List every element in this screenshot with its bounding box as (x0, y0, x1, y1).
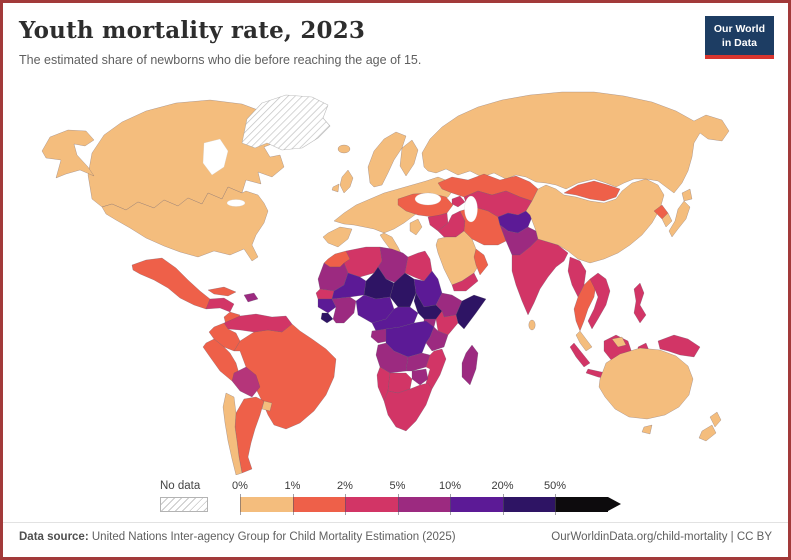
map-region-bolivia[interactable] (231, 366, 261, 398)
map-region-gabon-congo[interactable] (370, 328, 389, 344)
map-region-australia[interactable] (598, 347, 694, 420)
legend-tick-label: 2% (337, 480, 353, 492)
map-region-zimbabwe[interactable] (411, 368, 429, 386)
legend-arrow (608, 497, 621, 511)
map-region-sierra-leone[interactable] (320, 312, 334, 324)
map-region-cuba[interactable] (207, 286, 237, 297)
black-sea (414, 192, 442, 206)
map-region-borneo-malaysia[interactable] (611, 336, 627, 348)
world-choropleth-map (41, 91, 730, 475)
map-region-finland[interactable] (399, 139, 419, 177)
map-region-yemen[interactable] (451, 272, 479, 292)
map-region-mexico[interactable] (131, 257, 211, 310)
map-region-sri-lanka[interactable] (528, 319, 536, 331)
legend-tick-label: 50% (543, 480, 567, 492)
map-region-sumatra[interactable] (569, 342, 591, 368)
page-subtitle: The estimated share of newborns who die … (19, 53, 422, 67)
map-region-ghana-ivory[interactable] (331, 296, 357, 324)
owid-logo-line1: Our World (713, 23, 765, 35)
map-region-greece[interactable] (409, 218, 423, 236)
map-region-algeria[interactable] (343, 246, 383, 278)
legend-tick (502, 494, 504, 515)
map-region-south-africa[interactable] (383, 382, 433, 432)
map-region-chile[interactable] (222, 392, 243, 475)
legend-tick-label: 1% (284, 480, 301, 492)
map-region-united-states[interactable] (101, 186, 269, 262)
map-region-tasmania[interactable] (641, 424, 653, 435)
great-lakes (226, 199, 246, 207)
legend-segment-10-20%[interactable] (450, 497, 503, 512)
map-region-vietnam-laos[interactable] (587, 272, 611, 330)
legend-tick (240, 494, 241, 515)
map-region-russia[interactable] (421, 91, 730, 194)
owid-logo-line2: in Data (721, 36, 757, 49)
map-region-madagascar[interactable] (461, 344, 479, 386)
map-region-oman[interactable] (473, 248, 489, 276)
legend-no-data-swatch[interactable] (160, 497, 208, 512)
owid-logo[interactable]: Our World in Data (704, 16, 774, 60)
data-source-label: Data source: (19, 531, 89, 543)
legend-tick (345, 494, 346, 515)
map-region-china[interactable] (525, 178, 665, 264)
map-region-colombia[interactable] (208, 322, 241, 352)
map-region-tanzania[interactable] (425, 326, 449, 352)
legend-color-bar (240, 494, 621, 515)
map-region-japan-hokkaido[interactable] (681, 188, 693, 202)
map-region-greenland[interactable] (241, 94, 331, 151)
map-region-new-zealand-north[interactable] (709, 411, 722, 428)
legend-tick-label: 0% (232, 480, 248, 492)
map-region-mozambique[interactable] (425, 348, 447, 390)
map-region-south-korea[interactable] (661, 212, 673, 228)
map-region-scandinavia[interactable] (367, 131, 407, 188)
legend-tick-labels: 0% 1% 2% 5% 10% 20% 50% (232, 480, 620, 493)
map-region-senegal[interactable] (315, 288, 335, 300)
map-region-venezuela-guianas[interactable] (223, 313, 293, 333)
map-region-iberia[interactable] (322, 226, 353, 248)
legend-tick-label: 10% (438, 480, 462, 492)
map-region-japan[interactable] (668, 200, 691, 238)
map-region-uruguay[interactable] (261, 400, 273, 412)
map-region-caucasus[interactable] (451, 195, 466, 208)
map-region-philippines[interactable] (633, 282, 647, 324)
map-region-guatemala-honduras[interactable] (205, 297, 235, 313)
map-region-new-zealand-south[interactable] (698, 424, 717, 442)
legend-tick (397, 494, 399, 515)
map-region-iceland[interactable] (337, 144, 351, 154)
map-region-hispaniola[interactable] (243, 292, 259, 303)
legend-segment->50%[interactable] (555, 497, 608, 512)
map-region-guinea[interactable] (317, 298, 337, 314)
map-region-kenya[interactable] (435, 310, 459, 336)
footer: Data source: United Nations Inter-agency… (3, 522, 788, 557)
map-region-thailand[interactable] (573, 278, 597, 332)
legend-segment-0-1%[interactable] (240, 497, 293, 512)
map-region-united-kingdom[interactable] (339, 169, 354, 194)
map-region-mongolia[interactable] (563, 180, 621, 202)
legend-tick (555, 494, 556, 515)
legend-tick-label: 5% (389, 480, 406, 492)
map-region-new-guinea[interactable] (657, 334, 701, 358)
legend-tick (450, 494, 451, 515)
page-title: Youth mortality rate, 2023 (19, 17, 366, 44)
map-region-malaysia[interactable] (575, 330, 593, 352)
legend-segment-1-2%[interactable] (292, 497, 345, 512)
legend-segment-20-50%[interactable] (502, 497, 555, 512)
legend-tick (292, 494, 294, 515)
caspian-sea (464, 195, 478, 223)
legend-segment-2-5%[interactable] (345, 497, 398, 512)
legend-segment-5-10%[interactable] (397, 497, 450, 512)
legend-tick-label: 20% (491, 480, 514, 492)
map-region-india[interactable] (511, 238, 569, 316)
legend-no-data-label: No data (160, 480, 201, 492)
map-region-ireland[interactable] (331, 183, 340, 193)
hudson-bay (202, 138, 229, 176)
map-region-alaska[interactable] (41, 129, 95, 179)
footer-link[interactable]: OurWorldinData.org/child-mortality | CC … (551, 531, 772, 543)
data-source-text: Data source: United Nations Inter-agency… (19, 531, 456, 543)
